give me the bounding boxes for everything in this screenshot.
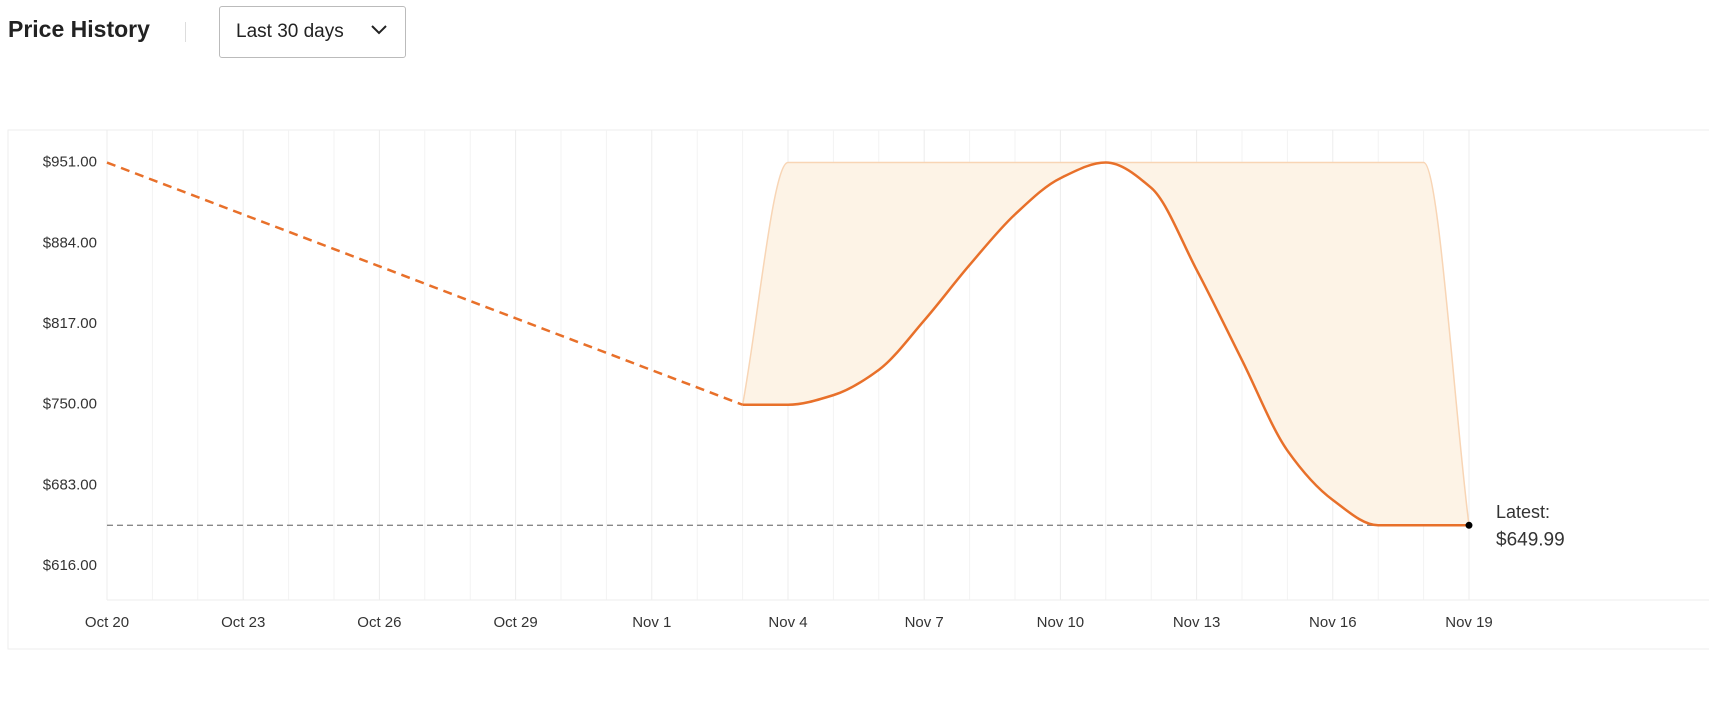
y-tick-label: $817.00: [43, 315, 97, 332]
x-tick-label: Nov 13: [1173, 614, 1221, 631]
chart-frame: [7, 129, 1709, 650]
latest-label: Latest:: [1496, 502, 1550, 522]
price-line: [742, 161, 1469, 527]
chevron-icon: [371, 25, 387, 35]
x-tick-label: Nov 7: [905, 614, 944, 631]
y-tick-label: $750.00: [43, 396, 97, 413]
dropdown-label: Last 30 days: [236, 21, 344, 42]
latest-dot: [1465, 521, 1473, 529]
x-tick-label: Nov 16: [1309, 614, 1357, 631]
latest-value: $649.99: [1496, 529, 1565, 550]
header: Price History Last 30 days: [0, 0, 1709, 70]
price-line: [106, 161, 744, 406]
x-tick-label: Nov 10: [1037, 614, 1085, 631]
price-range-band: [742, 162, 1469, 526]
x-tick-label: Oct 23: [221, 614, 265, 631]
x-tick-label: Oct 29: [494, 614, 538, 631]
x-tick-label: Nov 19: [1445, 614, 1493, 631]
x-tick-label: Oct 20: [85, 614, 129, 631]
y-tick-label: $683.00: [43, 476, 97, 493]
page-title: Price History: [8, 16, 150, 42]
x-tick-label: Oct 26: [357, 614, 401, 631]
range-dropdown[interactable]: Last 30 days: [219, 6, 406, 58]
x-tick-label: Nov 4: [768, 614, 807, 631]
separator: [185, 22, 186, 42]
y-tick-label: $884.00: [43, 234, 97, 251]
y-tick-label: $616.00: [43, 557, 97, 574]
x-tick-label: Nov 1: [632, 614, 671, 631]
y-tick-label: $951.00: [43, 154, 97, 171]
